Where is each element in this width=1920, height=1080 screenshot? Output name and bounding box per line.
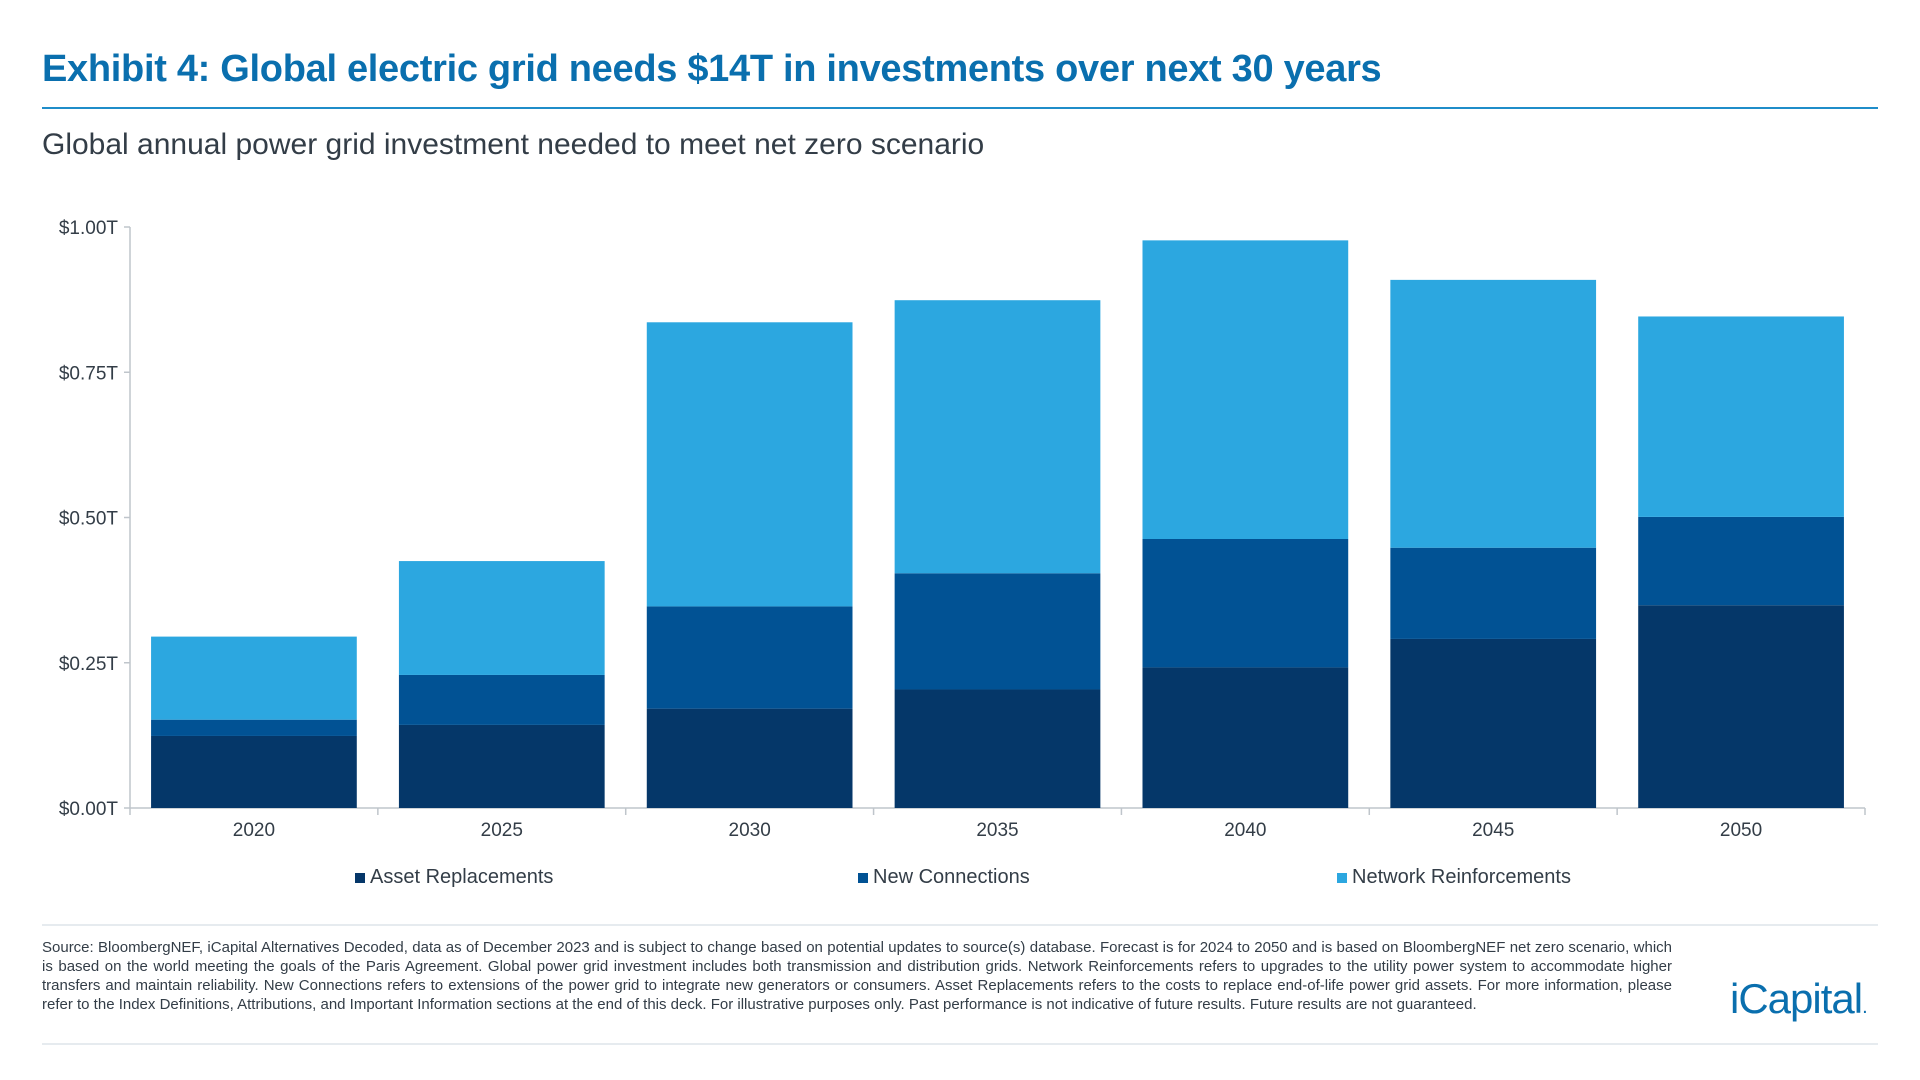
- x-tick-label: 2035: [976, 820, 1018, 841]
- bar-network-reinforcements-2040: [1142, 240, 1349, 539]
- bar-new-connections-2035: [894, 573, 1101, 690]
- bar-new-connections-2020: [151, 719, 357, 736]
- x-tick-label: 2050: [1720, 820, 1762, 841]
- bar-network-reinforcements-2035: [894, 300, 1101, 574]
- legend-label: Network Reinforcements: [1352, 866, 1571, 888]
- legend-label: New Connections: [873, 866, 1030, 888]
- source-footnote: Source: BloombergNEF, iCapital Alternati…: [42, 939, 1672, 1013]
- bar-network-reinforcements-2025: [398, 561, 605, 675]
- bar-asset-replacements-2025: [398, 724, 605, 808]
- legend-swatch: [858, 872, 868, 883]
- x-tick-label: 2025: [481, 820, 523, 841]
- bar-asset-replacements-2045: [1390, 638, 1597, 808]
- bar-network-reinforcements-2030: [646, 322, 853, 607]
- y-tick-label: $0.50T: [59, 509, 119, 530]
- legend-item: Asset Replacements: [355, 866, 553, 889]
- footnote-divider-bottom: [42, 1043, 1878, 1045]
- legend-label: Asset Replacements: [370, 866, 554, 888]
- bar-network-reinforcements-2020: [151, 636, 357, 720]
- x-tick-label: 2030: [729, 820, 771, 841]
- icapital-logo: iCapital.: [1730, 975, 1868, 1022]
- legend-item: New Connections: [858, 866, 1030, 889]
- bar-new-connections-2040: [1142, 538, 1349, 668]
- y-tick-label: $0.25T: [59, 654, 119, 675]
- chart-legend: Asset Replacements New Connections Network…: [0, 866, 1920, 892]
- legend-swatch: [355, 872, 365, 883]
- bar-asset-replacements-2035: [894, 689, 1101, 808]
- y-tick-label: $1.00T: [59, 218, 119, 239]
- chart-subtitle: Global annual power grid investment need…: [42, 128, 985, 161]
- y-tick-label: $0.00T: [59, 799, 119, 820]
- legend-item: Network Reinforcements: [1337, 866, 1571, 889]
- title-divider: [42, 107, 1878, 109]
- bar-network-reinforcements-2050: [1638, 316, 1844, 517]
- bar-network-reinforcements-2045: [1390, 279, 1597, 548]
- stacked-bar-chart: $0.00T $0.25T $0.50T $0.75T $1.00T 2020 2025 20…: [59, 218, 1866, 841]
- x-tick-label: 2020: [233, 820, 275, 841]
- bar-new-connections-2045: [1390, 547, 1597, 639]
- footnote-divider-top: [42, 924, 1878, 926]
- bar-new-connections-2030: [646, 606, 853, 709]
- legend-swatch: [1337, 872, 1347, 883]
- bar-new-connections-2025: [398, 674, 605, 725]
- bar-asset-replacements-2020: [151, 735, 357, 808]
- x-tick-label: 2045: [1472, 820, 1514, 841]
- bar-new-connections-2050: [1638, 516, 1844, 606]
- bar-asset-replacements-2050: [1638, 605, 1844, 808]
- bar-asset-replacements-2040: [1142, 667, 1349, 808]
- x-tick-label: 2040: [1224, 820, 1266, 841]
- y-tick-label: $0.75T: [59, 363, 119, 384]
- bar-asset-replacements-2030: [646, 708, 853, 808]
- page-title: Exhibit 4: Global electric grid needs $1…: [42, 48, 1382, 90]
